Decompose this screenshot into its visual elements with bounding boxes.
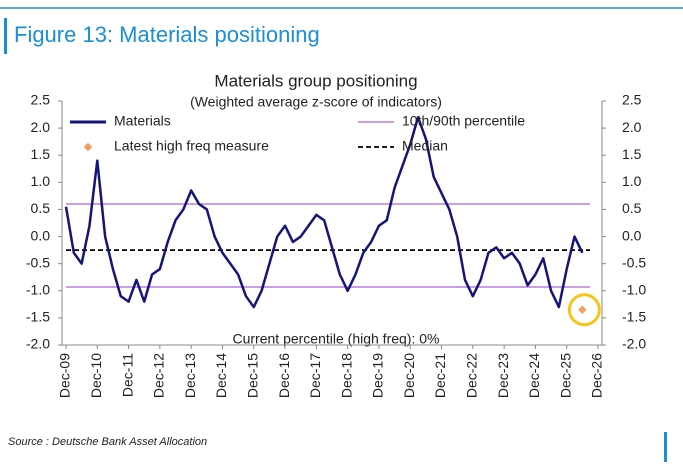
y2-tick-label: 0.0 [622,227,642,243]
y2-tick-label: 1.5 [622,146,642,162]
x-tick-label: Dec-26 [589,353,605,398]
x-tick-label: Dec-24 [526,353,542,398]
y-tick-label: 0.0 [31,227,51,243]
footer-bar [664,432,667,462]
x-tick-label: Dec-21 [432,353,448,398]
highlight-ring [567,293,601,327]
y-tick-label: -1.5 [26,309,50,325]
y2-tick-label: -1.5 [622,309,646,325]
y2-tick-label: 2.0 [622,119,642,135]
y2-tick-label: 0.5 [622,200,642,216]
x-tick-label: Dec-15 [244,353,260,398]
chart-subtitle: (Weighted average z-score of indicators) [190,94,442,110]
y2-tick-label: 1.0 [622,173,642,189]
y2-tick-label: -0.5 [622,254,646,270]
y-tick-label: 1.0 [31,173,51,189]
x-tick-label: Dec-22 [464,353,480,398]
header-title: Figure 13: Materials positioning [14,22,320,47]
legend-label: 10th/90th percentile [402,113,525,129]
y-tick-label: 2.5 [31,92,51,108]
x-tick-label: Dec-19 [370,353,386,398]
x-tick-label: Dec-23 [495,353,511,398]
y2-tick-label: -2.0 [622,336,646,352]
x-tick-label: Dec-16 [276,353,292,398]
legend-symbol [83,142,93,152]
header-bar [4,18,7,54]
x-tick-label: Dec-17 [307,353,323,398]
x-tick-label: Dec-11 [119,353,135,397]
chart-title: Materials group positioning [214,71,417,90]
x-tick-label: Dec-09 [57,353,73,398]
y2-tick-label: -1.0 [622,281,646,297]
y-tick-label: 1.5 [31,146,51,162]
legend-label: Materials [114,113,171,129]
x-tick-label: Dec-10 [88,353,104,398]
legend-label: Median [402,138,448,154]
x-tick-label: Dec-18 [338,353,354,398]
annotation: Current percentile (high freq): 0% [233,331,440,347]
legend-label: Latest high freq measure [114,138,269,154]
y-tick-label: 0.5 [31,200,51,216]
source: Source : Deutsche Bank Asset Allocation [8,436,207,448]
y-tick-label: -2.0 [26,336,50,352]
marker [578,305,587,314]
series-line [64,116,584,309]
x-tick-label: Dec-14 [213,353,229,398]
x-tick-label: Dec-25 [557,353,573,398]
y-tick-label: 2.0 [31,119,51,135]
y-tick-label: -0.5 [26,254,50,270]
y2-tick-label: 2.5 [622,92,642,108]
x-tick-label: Dec-12 [151,353,167,398]
y-tick-label: -1.0 [26,281,50,297]
x-tick-label: Dec-20 [401,353,417,398]
x-tick-label: Dec-13 [182,353,198,398]
